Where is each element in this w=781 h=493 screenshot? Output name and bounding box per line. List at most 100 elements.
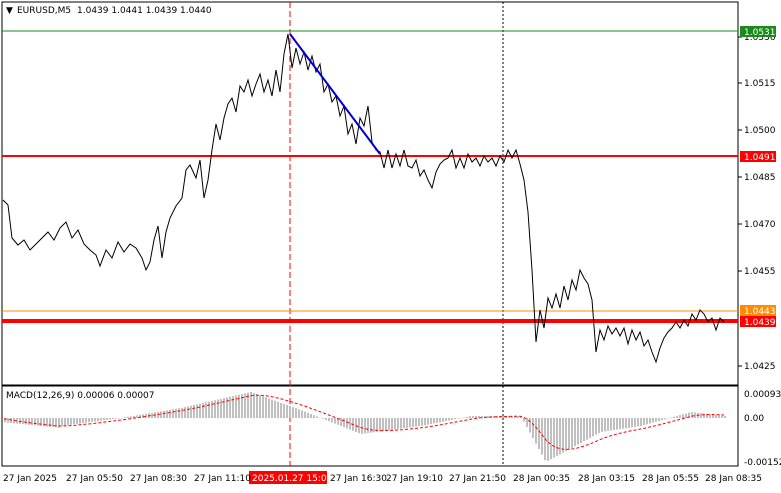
orange-level-price: 1.0443 bbox=[744, 307, 776, 317]
macd-bar bbox=[223, 398, 225, 418]
macd-bar bbox=[607, 418, 609, 431]
macd-bar bbox=[721, 415, 723, 418]
macd-bar bbox=[637, 418, 639, 426]
macd-bar bbox=[649, 418, 651, 423]
macd-bar bbox=[373, 418, 375, 432]
macd-bar bbox=[340, 418, 342, 426]
macd-bar bbox=[286, 405, 288, 418]
macd-bar bbox=[334, 418, 336, 424]
red-level-upper-tag[interactable]: 1.0491 bbox=[740, 151, 776, 163]
symbol-label: EURUSD,M5 bbox=[17, 6, 71, 16]
macd-bar bbox=[415, 418, 417, 427]
green-level-tag[interactable]: 1.0531 bbox=[740, 26, 776, 38]
time-label: 27 Jan 08:30 bbox=[130, 474, 187, 484]
macd-bar bbox=[628, 418, 630, 428]
macd-bar bbox=[130, 416, 132, 418]
macd-bar bbox=[613, 418, 615, 430]
macd-bar bbox=[31, 418, 33, 425]
macd-bar bbox=[568, 418, 570, 449]
macd-bar bbox=[673, 417, 675, 418]
macd-bar bbox=[682, 414, 684, 418]
macd-bar bbox=[664, 418, 666, 419]
macd-bar bbox=[88, 418, 90, 422]
macd-bar bbox=[616, 418, 618, 430]
macd-bar bbox=[169, 410, 171, 418]
macd-bar bbox=[76, 418, 78, 424]
macd-bar bbox=[403, 418, 405, 428]
macd-bar bbox=[265, 397, 267, 418]
macd-tick: -0.00152 bbox=[744, 458, 781, 468]
macd-bar bbox=[109, 418, 111, 419]
macd-bar bbox=[193, 405, 195, 418]
red-level-upper-price: 1.0491 bbox=[744, 153, 776, 163]
macd-bar bbox=[694, 412, 696, 418]
dropdown-arrow-icon[interactable]: ▼ bbox=[6, 6, 13, 16]
macd-bar bbox=[382, 418, 384, 431]
macd-bar bbox=[358, 418, 360, 433]
time-label: 28 Jan 00:35 bbox=[513, 474, 570, 484]
macd-bar bbox=[28, 418, 30, 425]
macd-bar bbox=[634, 418, 636, 427]
macd-bar bbox=[433, 418, 435, 423]
macd-bar bbox=[325, 418, 327, 420]
macd-bar bbox=[550, 418, 552, 459]
macd-bar bbox=[469, 416, 471, 418]
macd-bar bbox=[487, 416, 489, 418]
macd-bar bbox=[187, 406, 189, 418]
macd-bar bbox=[472, 416, 474, 418]
macd-bar bbox=[532, 418, 534, 438]
macd-bar bbox=[583, 418, 585, 441]
macd-bar bbox=[376, 418, 378, 432]
macd-bar bbox=[409, 418, 411, 427]
macd-bar bbox=[103, 418, 105, 420]
macd-bar bbox=[535, 418, 537, 444]
macd-bar bbox=[7, 418, 9, 423]
time-axis[interactable]: 27 Jan 2025 27 Jan 05:50 27 Jan 08:30 27… bbox=[3, 471, 762, 484]
macd-bar bbox=[466, 417, 468, 418]
macd-bar bbox=[502, 416, 504, 418]
macd-bar bbox=[331, 418, 333, 422]
price-panel[interactable] bbox=[2, 2, 738, 385]
macd-bar bbox=[448, 418, 450, 420]
macd-bar bbox=[679, 415, 681, 418]
macd-bar bbox=[718, 415, 720, 418]
macd-bar bbox=[160, 411, 162, 418]
macd-bar bbox=[274, 401, 276, 418]
macd-bar bbox=[349, 418, 351, 430]
macd-bar bbox=[538, 418, 540, 449]
macd-bar bbox=[463, 417, 465, 418]
macd-bar bbox=[205, 402, 207, 418]
macd-bar bbox=[685, 413, 687, 418]
macd-bar bbox=[547, 418, 549, 461]
macd-bar bbox=[106, 418, 108, 420]
macd-bar bbox=[427, 418, 429, 425]
macd-bar bbox=[229, 397, 231, 418]
orange-level-tag[interactable]: 1.0443 bbox=[740, 305, 776, 317]
macd-bar bbox=[601, 418, 603, 432]
macd-bar bbox=[367, 418, 369, 433]
macd-bar bbox=[412, 418, 414, 427]
macd-bar bbox=[529, 418, 531, 433]
macd-bar bbox=[145, 414, 147, 418]
red-level-lower-tag[interactable]: 1.0439 bbox=[740, 316, 776, 328]
macd-bar bbox=[391, 418, 393, 430]
macd-bar bbox=[436, 418, 438, 423]
time-label-highlighted: 2025.01.27 15:05 bbox=[252, 474, 332, 484]
macd-bar bbox=[295, 408, 297, 418]
macd-axis[interactable]: 0.00093 0.00 -0.00152 bbox=[744, 390, 781, 468]
macd-bar bbox=[343, 418, 345, 427]
ohlc-readout: 1.0439 1.0441 1.0439 1.0440 bbox=[77, 6, 212, 16]
macd-bar bbox=[217, 400, 219, 418]
time-label: 28 Jan 05:55 bbox=[642, 474, 699, 484]
macd-bar bbox=[418, 418, 420, 426]
macd-bar bbox=[703, 413, 705, 418]
macd-bar bbox=[313, 415, 315, 418]
macd-bar bbox=[316, 416, 318, 418]
time-label: 28 Jan 03:15 bbox=[578, 474, 635, 484]
macd-label: MACD(12,26,9) 0.00006 0.00007 bbox=[6, 391, 155, 401]
macd-bar bbox=[643, 418, 645, 425]
time-label: 27 Jan 21:50 bbox=[449, 474, 506, 484]
macd-bar bbox=[112, 418, 114, 419]
macd-bar bbox=[430, 418, 432, 424]
